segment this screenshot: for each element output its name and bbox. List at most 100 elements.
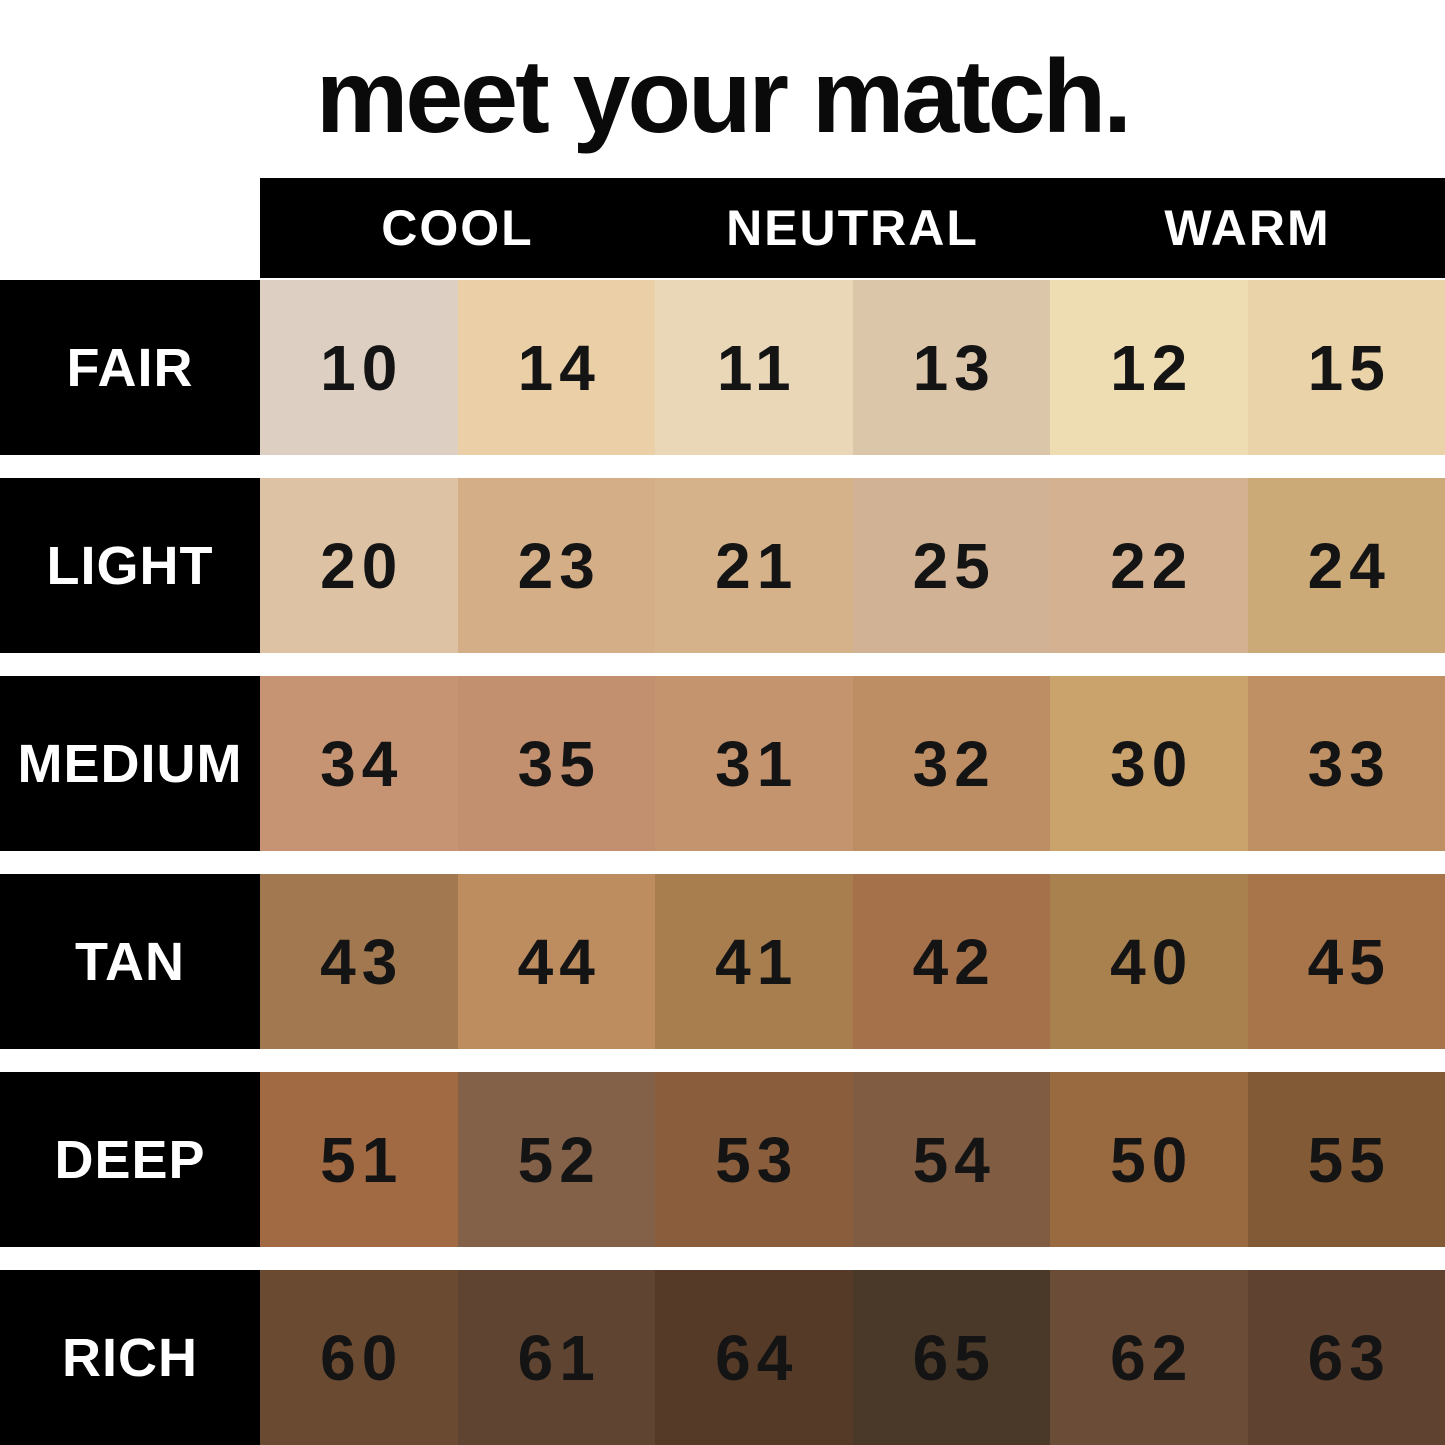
shade-swatch: 42 <box>852 874 1050 1049</box>
swatch-strip: 20 23 21 25 22 24 <box>260 478 1445 653</box>
depth-label-box: RICH <box>0 1270 260 1445</box>
shade-number: 30 <box>1110 727 1194 800</box>
shade-swatch: 34 <box>260 676 458 851</box>
shade-swatch: 44 <box>457 874 655 1049</box>
shade-swatch: 60 <box>260 1270 458 1445</box>
shade-row: TAN 43 44 41 42 40 45 <box>0 874 1445 1049</box>
shade-number: 62 <box>1110 1321 1194 1394</box>
shade-row: FAIR 10 14 11 13 12 15 <box>0 280 1445 455</box>
undertone-header-warm: WARM <box>1164 200 1331 256</box>
shade-number: 32 <box>912 727 996 800</box>
depth-label: MEDIUM <box>17 733 243 794</box>
shade-number: 13 <box>912 331 996 404</box>
shade-swatch: 55 <box>1247 1072 1445 1247</box>
shade-row: LIGHT 20 23 21 25 22 24 <box>0 478 1445 653</box>
shade-swatch: 32 <box>852 676 1050 851</box>
shade-row: MEDIUM 34 35 31 32 30 33 <box>0 676 1445 851</box>
shade-number: 31 <box>715 727 799 800</box>
shade-swatch: 64 <box>655 1270 853 1445</box>
shade-swatch: 20 <box>260 478 458 653</box>
shade-number: 60 <box>320 1321 404 1394</box>
shade-swatch: 40 <box>1050 874 1248 1049</box>
shade-swatch: 53 <box>655 1072 853 1247</box>
shade-number: 43 <box>320 925 404 998</box>
undertone-header-neutral: NEUTRAL <box>726 200 979 256</box>
shade-swatch: 24 <box>1247 478 1445 653</box>
shade-number: 41 <box>715 925 799 998</box>
shade-row: DEEP 51 52 53 54 50 55 <box>0 1072 1445 1247</box>
depth-label-box: LIGHT <box>0 478 260 653</box>
shade-number: 15 <box>1307 331 1391 404</box>
shade-number: 20 <box>320 529 404 602</box>
shade-swatch: 11 <box>655 280 853 455</box>
shade-swatch: 10 <box>260 280 458 455</box>
shade-number: 24 <box>1307 529 1391 602</box>
shade-number: 44 <box>517 925 601 998</box>
shade-swatch: 65 <box>852 1270 1050 1445</box>
depth-label: RICH <box>62 1327 198 1388</box>
shade-swatch: 33 <box>1247 676 1445 851</box>
shade-swatch: 43 <box>260 874 458 1049</box>
depth-label-box: FAIR <box>0 280 260 455</box>
depth-label: FAIR <box>66 337 194 398</box>
shade-number: 51 <box>320 1123 404 1196</box>
shade-swatch: 13 <box>852 280 1050 455</box>
depth-label: DEEP <box>54 1129 206 1190</box>
shade-number: 55 <box>1307 1123 1391 1196</box>
shade-number: 63 <box>1307 1321 1391 1394</box>
shade-number: 22 <box>1110 529 1194 602</box>
shade-swatch: 54 <box>852 1072 1050 1247</box>
shade-swatch: 52 <box>457 1072 655 1247</box>
shade-number: 42 <box>912 925 996 998</box>
swatch-strip: 60 61 64 65 62 63 <box>260 1270 1445 1445</box>
shade-number: 11 <box>716 331 797 404</box>
shade-number: 25 <box>912 529 996 602</box>
shade-number: 50 <box>1110 1123 1194 1196</box>
shade-number: 40 <box>1110 925 1194 998</box>
depth-label-box: TAN <box>0 874 260 1049</box>
shade-swatch: 35 <box>457 676 655 851</box>
shade-number: 65 <box>912 1321 996 1394</box>
shade-number: 35 <box>517 727 601 800</box>
shade-number: 53 <box>715 1123 799 1196</box>
shade-swatch: 22 <box>1050 478 1248 653</box>
shade-swatch: 12 <box>1050 280 1248 455</box>
shade-number: 12 <box>1110 331 1194 404</box>
shade-number: 23 <box>517 529 601 602</box>
shade-swatch: 51 <box>260 1072 458 1247</box>
depth-label-box: MEDIUM <box>0 676 260 851</box>
shade-number: 64 <box>715 1321 799 1394</box>
shade-swatch: 31 <box>655 676 853 851</box>
swatch-strip: 43 44 41 42 40 45 <box>260 874 1445 1049</box>
swatch-strip: 10 14 11 13 12 15 <box>260 280 1445 455</box>
shade-swatch: 21 <box>655 478 853 653</box>
shade-number: 61 <box>517 1321 601 1394</box>
depth-label-box: DEEP <box>0 1072 260 1247</box>
undertone-header-bar: COOL NEUTRAL WARM <box>260 178 1445 278</box>
shade-swatch: 15 <box>1247 280 1445 455</box>
shade-number: 45 <box>1307 925 1391 998</box>
shade-swatch: 45 <box>1247 874 1445 1049</box>
shade-swatch: 50 <box>1050 1072 1248 1247</box>
shade-row: RICH 60 61 64 65 62 63 <box>0 1270 1445 1445</box>
depth-label: LIGHT <box>46 535 214 596</box>
undertone-header-cool: COOL <box>381 200 534 256</box>
shade-number: 54 <box>912 1123 996 1196</box>
depth-label: TAN <box>75 931 185 992</box>
shade-number: 52 <box>517 1123 601 1196</box>
shade-number: 33 <box>1307 727 1391 800</box>
shade-swatch: 62 <box>1050 1270 1248 1445</box>
shade-number: 34 <box>320 727 404 800</box>
swatch-strip: 51 52 53 54 50 55 <box>260 1072 1445 1247</box>
shade-swatch: 63 <box>1247 1270 1445 1445</box>
swatch-strip: 34 35 31 32 30 33 <box>260 676 1445 851</box>
shade-swatch: 30 <box>1050 676 1248 851</box>
shade-swatch: 23 <box>457 478 655 653</box>
shade-swatch: 41 <box>655 874 853 1049</box>
shade-swatch: 61 <box>457 1270 655 1445</box>
shade-swatch: 14 <box>457 280 655 455</box>
page-title: meet your match. <box>315 39 1132 155</box>
shade-swatch: 25 <box>852 478 1050 653</box>
shade-number: 10 <box>320 331 404 404</box>
